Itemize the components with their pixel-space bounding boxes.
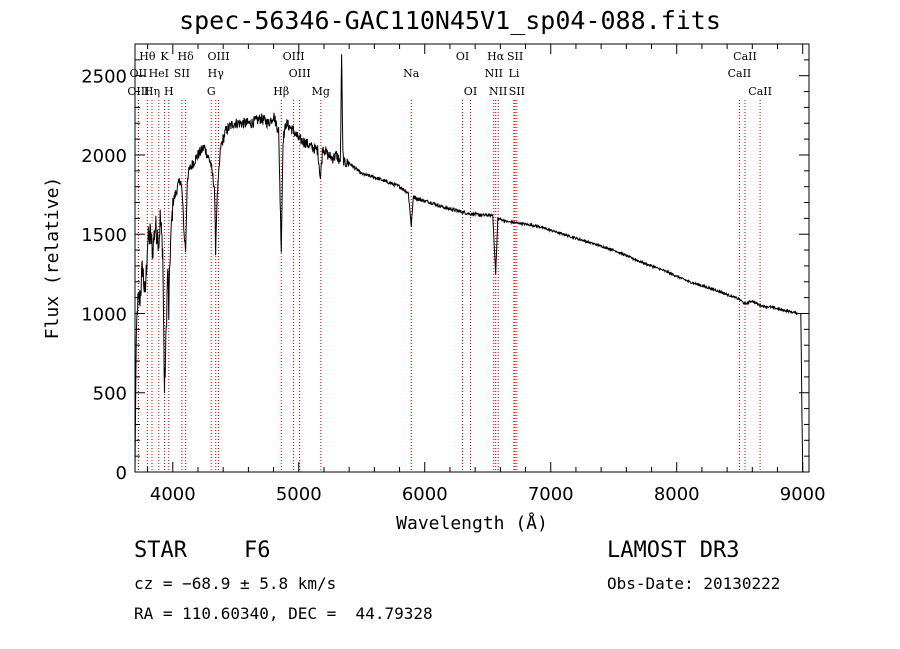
y-tick-label-3: 1500 xyxy=(81,225,127,246)
line-label-0: Hθ xyxy=(139,50,156,63)
line-label-24: SII xyxy=(509,85,525,98)
line-label-6: SII xyxy=(174,67,190,80)
y-tick-label-4: 2000 xyxy=(81,146,127,167)
line-label-5: HeI xyxy=(149,67,169,80)
y-tick-label-2: 1000 xyxy=(81,304,127,325)
x-tick-label-2: 6000 xyxy=(402,484,448,505)
object-class: STAR xyxy=(134,538,187,563)
line-label-17: OI xyxy=(456,50,469,63)
y-axis-label: Flux (relative) xyxy=(42,177,63,340)
line-label-10: Hγ xyxy=(208,67,225,80)
line-label-11: G xyxy=(207,85,216,98)
line-label-26: CaII xyxy=(728,67,752,80)
x-tick-label-0: 4000 xyxy=(150,484,196,505)
x-tick-label-3: 7000 xyxy=(528,484,574,505)
line-label-2: OIII xyxy=(127,85,149,98)
line-label-16: Na xyxy=(403,67,420,80)
line-label-9: OIII xyxy=(207,50,229,63)
x-axis-label: Wavelength (Å) xyxy=(396,512,548,534)
line-label-8: Hδ xyxy=(178,50,195,63)
line-label-20: SII xyxy=(507,50,523,63)
line-label-22: Li xyxy=(509,67,520,80)
spectrum-series xyxy=(134,54,804,473)
object-subclass: F6 xyxy=(244,538,271,563)
chart-title: spec-56346-GAC110N45V1_sp04-088.fits xyxy=(179,6,721,35)
line-label-27: CaII xyxy=(748,85,772,98)
line-label-23: NII xyxy=(489,85,507,98)
line-label-4: K xyxy=(160,50,169,63)
x-tick-label-4: 8000 xyxy=(654,484,700,505)
plot-axes xyxy=(134,43,810,473)
line-label-1: OII xyxy=(130,67,148,80)
line-label-25: CaII xyxy=(733,50,757,63)
y-tick-label-5: 2500 xyxy=(81,67,127,88)
line-label-19: Hα xyxy=(487,50,505,63)
line-label-18: OI xyxy=(464,85,477,98)
y-tick-label-1: 500 xyxy=(93,384,127,405)
redshift-velocity: cz = −68.9 ± 5.8 km/s xyxy=(134,574,337,593)
line-label-14: Hβ xyxy=(273,85,289,98)
spectrum-line xyxy=(134,54,804,473)
observation-date: Obs-Date: 20130222 xyxy=(607,574,781,593)
x-tick-label-1: 5000 xyxy=(276,484,322,505)
line-label-15: Mg xyxy=(312,85,330,98)
survey-name: LAMOST DR3 xyxy=(607,538,740,563)
line-label-3: Hη xyxy=(144,85,160,98)
y-tick-label-0: 0 xyxy=(116,463,127,484)
line-label-7: H xyxy=(164,85,174,98)
coordinates: RA = 110.60340, DEC = 44.79328 xyxy=(134,604,433,623)
x-tick-label-5: 9000 xyxy=(780,484,826,505)
line-label-13: OIII xyxy=(289,67,311,80)
line-label-21: NII xyxy=(485,67,503,80)
plot-frame xyxy=(134,43,810,473)
emission-line-markers xyxy=(137,100,761,472)
axis-ticks: 4000 5000 6000 7000 8000 9000 0 500 1000 1500 2000… xyxy=(81,44,826,505)
line-label-12: OIII xyxy=(283,50,305,63)
